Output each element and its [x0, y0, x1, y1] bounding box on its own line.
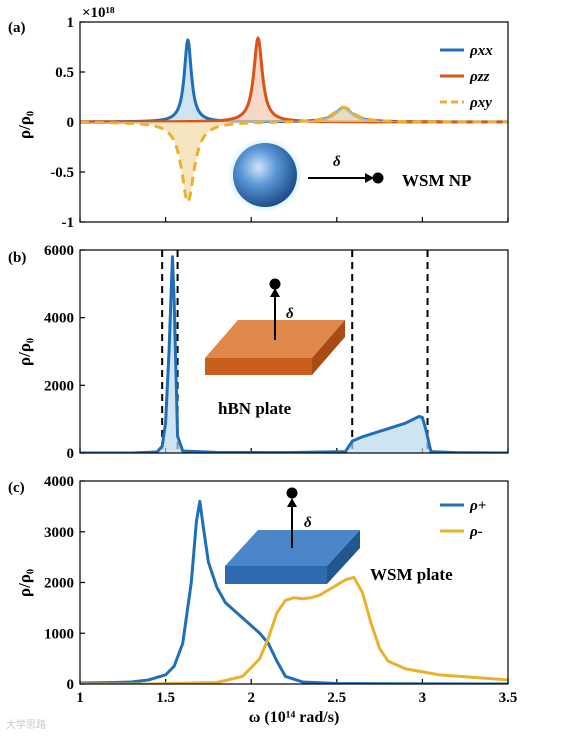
- panel-a-plot: [80, 36, 508, 204]
- panel-c-legend: ρ+ ρ-: [440, 498, 486, 540]
- panel-c-xticks: 1 1.5 2 2.5 3 3.5: [76, 679, 517, 706]
- panel-a-frame: [79, 21, 509, 223]
- plate-front-c: [225, 566, 327, 584]
- ytick-label: 3000: [44, 525, 74, 541]
- hbn-plate-illustration: δ hBN plate: [205, 278, 345, 418]
- wsm-plate-illustration: δ WSM plate: [225, 487, 453, 584]
- panel-b-frame: [79, 249, 509, 454]
- ytick-label: -1: [62, 215, 75, 231]
- delta-arrow-head-c: [287, 498, 297, 507]
- plate-side: [312, 320, 345, 375]
- panel-a-legend: ρxx ρzz ρxy: [440, 43, 493, 111]
- panel-c-yticks: 0 1000 2000 3000 4000: [44, 474, 85, 693]
- xtick-label: 3.5: [499, 690, 518, 706]
- ytick-label: 1: [67, 15, 75, 31]
- panel-a-xticks: [79, 217, 509, 222]
- delta-label-a: δ: [333, 154, 341, 170]
- watermark: 大学思路: [6, 720, 46, 731]
- panel-b-ylabel: ρ/ρ₀: [15, 338, 34, 366]
- delta-label-b: δ: [286, 306, 294, 322]
- legend-rho-xy: ρxy: [469, 95, 492, 111]
- legend-rho-xx: ρxx: [469, 43, 493, 59]
- hbn-plate-label: hBN plate: [218, 399, 292, 418]
- ytick-label: 0: [67, 677, 75, 693]
- wsm-plate-label: WSM plate: [370, 565, 453, 584]
- ytick-label: 4000: [44, 311, 74, 327]
- x-axis-label: ω (10¹⁴ rad/s): [249, 709, 340, 726]
- panel-b-label: (b): [8, 250, 26, 266]
- panel-b-yticks: 0 2000 4000 6000: [44, 243, 85, 462]
- ytick-label: 0: [67, 446, 75, 462]
- xtick-label: 2.5: [327, 690, 346, 706]
- series-line: [80, 499, 508, 684]
- panel-a-label: (a): [8, 20, 26, 36]
- series-fill: [80, 39, 508, 122]
- wsm-np-label: WSM NP: [402, 171, 471, 190]
- legend-rho-minus: ρ-: [469, 524, 483, 540]
- legend-rho-zz: ρzz: [469, 69, 490, 85]
- panel-a-ylabel: ρ/ρ₀: [15, 111, 34, 139]
- ytick-label: 2000: [44, 576, 74, 592]
- panel-c-ylabel: ρ/ρ₀: [15, 569, 34, 597]
- series-line: [80, 575, 508, 684]
- ytick-label: 0: [67, 115, 75, 131]
- panel-c-plot: [80, 499, 508, 684]
- ytick-label: 4000: [44, 474, 74, 490]
- ytick-label: -0.5: [50, 165, 74, 181]
- xtick-label: 1: [76, 690, 84, 706]
- panel-a-scale-label: ×10¹⁸: [82, 5, 115, 21]
- probe-dot-c: [286, 487, 298, 499]
- delta-arrow-head-b: [270, 288, 280, 297]
- plate-side-c: [327, 530, 360, 584]
- legend-rho-plus: ρ+: [469, 498, 486, 514]
- panel-b: (b) ρ/ρ₀ 0 2000 4000 6000 δ hBN plate: [8, 243, 509, 462]
- probe-dot-b: [269, 278, 281, 290]
- ytick-label: 6000: [44, 243, 74, 259]
- plate-front: [205, 358, 312, 375]
- probe-dot: [372, 172, 384, 184]
- wsm-np-illustration: δ WSM NP: [227, 137, 471, 213]
- panel-a-yticks: -1 -0.5 0 0.5 1: [50, 15, 85, 231]
- xtick-label: 3: [419, 690, 427, 706]
- series-line: [80, 38, 508, 124]
- panel-c-label: (c): [8, 480, 25, 496]
- sphere-icon: [233, 143, 297, 207]
- ytick-label: 1000: [44, 626, 74, 642]
- delta-label-c: δ: [304, 515, 312, 531]
- ytick-label: 2000: [44, 378, 74, 394]
- delta-arrow-head: [365, 173, 374, 183]
- panel-c-frame: [79, 480, 509, 685]
- series-fill: [80, 107, 508, 202]
- ytick-label: 0.5: [55, 65, 74, 81]
- xtick-label: 2: [247, 690, 255, 706]
- xtick-label: 1.5: [156, 690, 175, 706]
- panel-a: (a) ×10¹⁸ ρ/ρ₀ -1 -0.5 0 0.5 1 ρxx ρzz ρxy δ…: [8, 5, 509, 231]
